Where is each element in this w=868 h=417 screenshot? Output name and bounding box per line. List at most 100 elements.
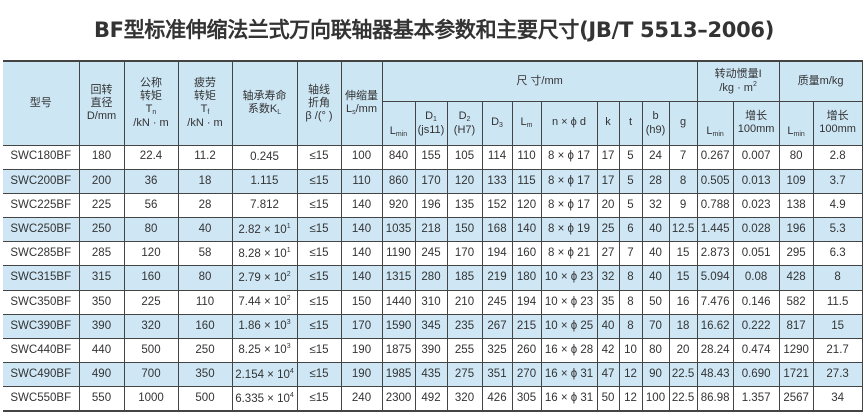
parameter-table: 型号 回转 直径 D/mm 公称 转矩 Tn/kN · m 疲劳 转矩 Tf/kN · m … [3, 60, 863, 413]
cell-beta: ≤15 [296, 337, 342, 364]
cell-i-100: 0.023 [732, 192, 780, 219]
cell-k: 42 [596, 337, 620, 364]
cell-ls: 140 [340, 217, 383, 243]
cell-b: 100 [641, 386, 670, 412]
cell-d: 390 [78, 313, 125, 340]
cell-t: 8 [618, 313, 643, 340]
cell-m-100: 5.3 [812, 217, 863, 243]
cell-i-100: 1.357 [732, 386, 780, 412]
cell-t: 8 [618, 265, 643, 291]
cell-lmin: 1985 [381, 362, 416, 388]
cell-m-lmin: 817 [778, 313, 814, 340]
cell-d1: 245 [414, 241, 448, 267]
cell-k: 17 [596, 144, 620, 170]
cell-model: SWC285BF [3, 241, 80, 267]
cell-tn: 160 [123, 265, 179, 291]
cell-d2: 320 [446, 386, 483, 412]
cell-tf: 350 [177, 362, 233, 388]
cell-tn: 80 [123, 217, 179, 243]
cell-m-lmin: 582 [778, 289, 814, 315]
cell-d: 350 [78, 289, 125, 315]
cell-m-lmin: 428 [778, 265, 814, 291]
cell-b: 40 [641, 217, 670, 243]
cell-k: 47 [596, 362, 620, 388]
table-row: SWC550BF 550 1000 500 6.335 × 104 ≤15 240 2300 4… [3, 386, 863, 412]
header-dim-6: k [596, 100, 620, 146]
table-row: SWC285BF 285 120 58 8.28 × 101 ≤15 140 1190 245 1… [3, 241, 863, 267]
cell-d2: 185 [446, 265, 483, 291]
cell-kl: 0.245 [231, 144, 298, 170]
cell-t: 7 [618, 241, 643, 267]
cell-i-100: 0.474 [732, 337, 780, 364]
cell-ls: 150 [340, 289, 383, 315]
cell-tf: 11.2 [177, 144, 233, 170]
cell-d: 180 [78, 144, 125, 170]
cell-d3: 152 [481, 192, 513, 219]
cell-beta: ≤15 [296, 289, 342, 315]
cell-i-100: 0.051 [732, 241, 780, 267]
table-row: SWC440BF 440 500 250 8.25 × 103 ≤15 190 1875 390… [3, 337, 863, 364]
cell-model: SWC200BF [3, 168, 80, 194]
cell-nd: 10 × ϕ 23 [540, 289, 598, 315]
cell-d1: 280 [414, 265, 448, 291]
cell-lm: 140 [511, 217, 542, 243]
cell-kl: 7.44 × 102 [231, 289, 298, 315]
table-row: SWC250BF 250 80 40 2.82 × 101 ≤15 140 1035 218 15… [3, 217, 863, 243]
header-dim-4: Lm [511, 100, 542, 146]
cell-beta: ≤15 [296, 144, 342, 170]
cell-nd: 10 × ϕ 25 [540, 313, 598, 340]
header-diameter: 回转 直径 D/mm [78, 60, 125, 146]
cell-d: 250 [78, 217, 125, 243]
cell-model: SWC350BF [3, 289, 80, 315]
header-dim-1: D1 (js11) [414, 100, 448, 146]
cell-k: 32 [596, 265, 620, 291]
cell-d: 550 [78, 386, 125, 412]
cell-i-lmin: 0.267 [696, 144, 734, 170]
cell-m-100: 8 [812, 265, 863, 291]
cell-kl: 1.115 [231, 168, 298, 194]
cell-m-100: 27.3 [812, 362, 863, 388]
cell-g: 7 [668, 144, 698, 170]
cell-t: 12 [618, 362, 643, 388]
cell-m-lmin: 138 [778, 192, 814, 219]
header-dim-0: Lmin [381, 100, 416, 146]
cell-d1: 196 [414, 192, 448, 219]
cell-g: 15 [668, 241, 698, 267]
cell-i-100: 0.013 [732, 168, 780, 194]
header-dim-3: D3 [481, 100, 513, 146]
cell-m-100: 6.3 [812, 241, 863, 267]
cell-beta: ≤15 [296, 241, 342, 267]
cell-g: 18 [668, 313, 698, 340]
cell-nd: 8 × ϕ 17 [540, 168, 598, 194]
cell-i-lmin: 16.62 [696, 313, 734, 340]
cell-nd: 8 × ϕ 21 [540, 241, 598, 267]
cell-i-100: 0.007 [732, 144, 780, 170]
cell-k: 17 [596, 168, 620, 194]
cell-beta: ≤15 [296, 217, 342, 243]
cell-nd: 16 × ϕ 31 [540, 362, 598, 388]
cell-t: 5 [618, 144, 643, 170]
cell-b: 28 [641, 168, 670, 194]
cell-ls: 190 [340, 337, 383, 364]
cell-d2: 235 [446, 313, 483, 340]
cell-i-100: 0.222 [732, 313, 780, 340]
cell-b: 50 [641, 289, 670, 315]
cell-ls: 110 [340, 168, 383, 194]
cell-m-100: 2.8 [812, 144, 863, 170]
cell-i-lmin: 5.094 [696, 265, 734, 291]
header-dim-2: D2 (H7) [446, 100, 483, 146]
cell-nd: 8 × ϕ 17 [540, 192, 598, 219]
cell-nd: 10 × ϕ 23 [540, 265, 598, 291]
cell-lm: 260 [511, 337, 542, 364]
table-row: SWC490BF 490 700 350 2.154 × 104 ≤15 190 1985 43… [3, 362, 863, 388]
cell-b: 80 [641, 337, 670, 364]
cell-d: 285 [78, 241, 125, 267]
cell-d1: 310 [414, 289, 448, 315]
cell-lmin: 1190 [381, 241, 416, 267]
cell-beta: ≤15 [296, 265, 342, 291]
cell-d: 225 [78, 192, 125, 219]
cell-d1: 435 [414, 362, 448, 388]
cell-d3: 168 [481, 217, 513, 243]
cell-d: 315 [78, 265, 125, 291]
cell-kl: 2.79 × 102 [231, 265, 298, 291]
